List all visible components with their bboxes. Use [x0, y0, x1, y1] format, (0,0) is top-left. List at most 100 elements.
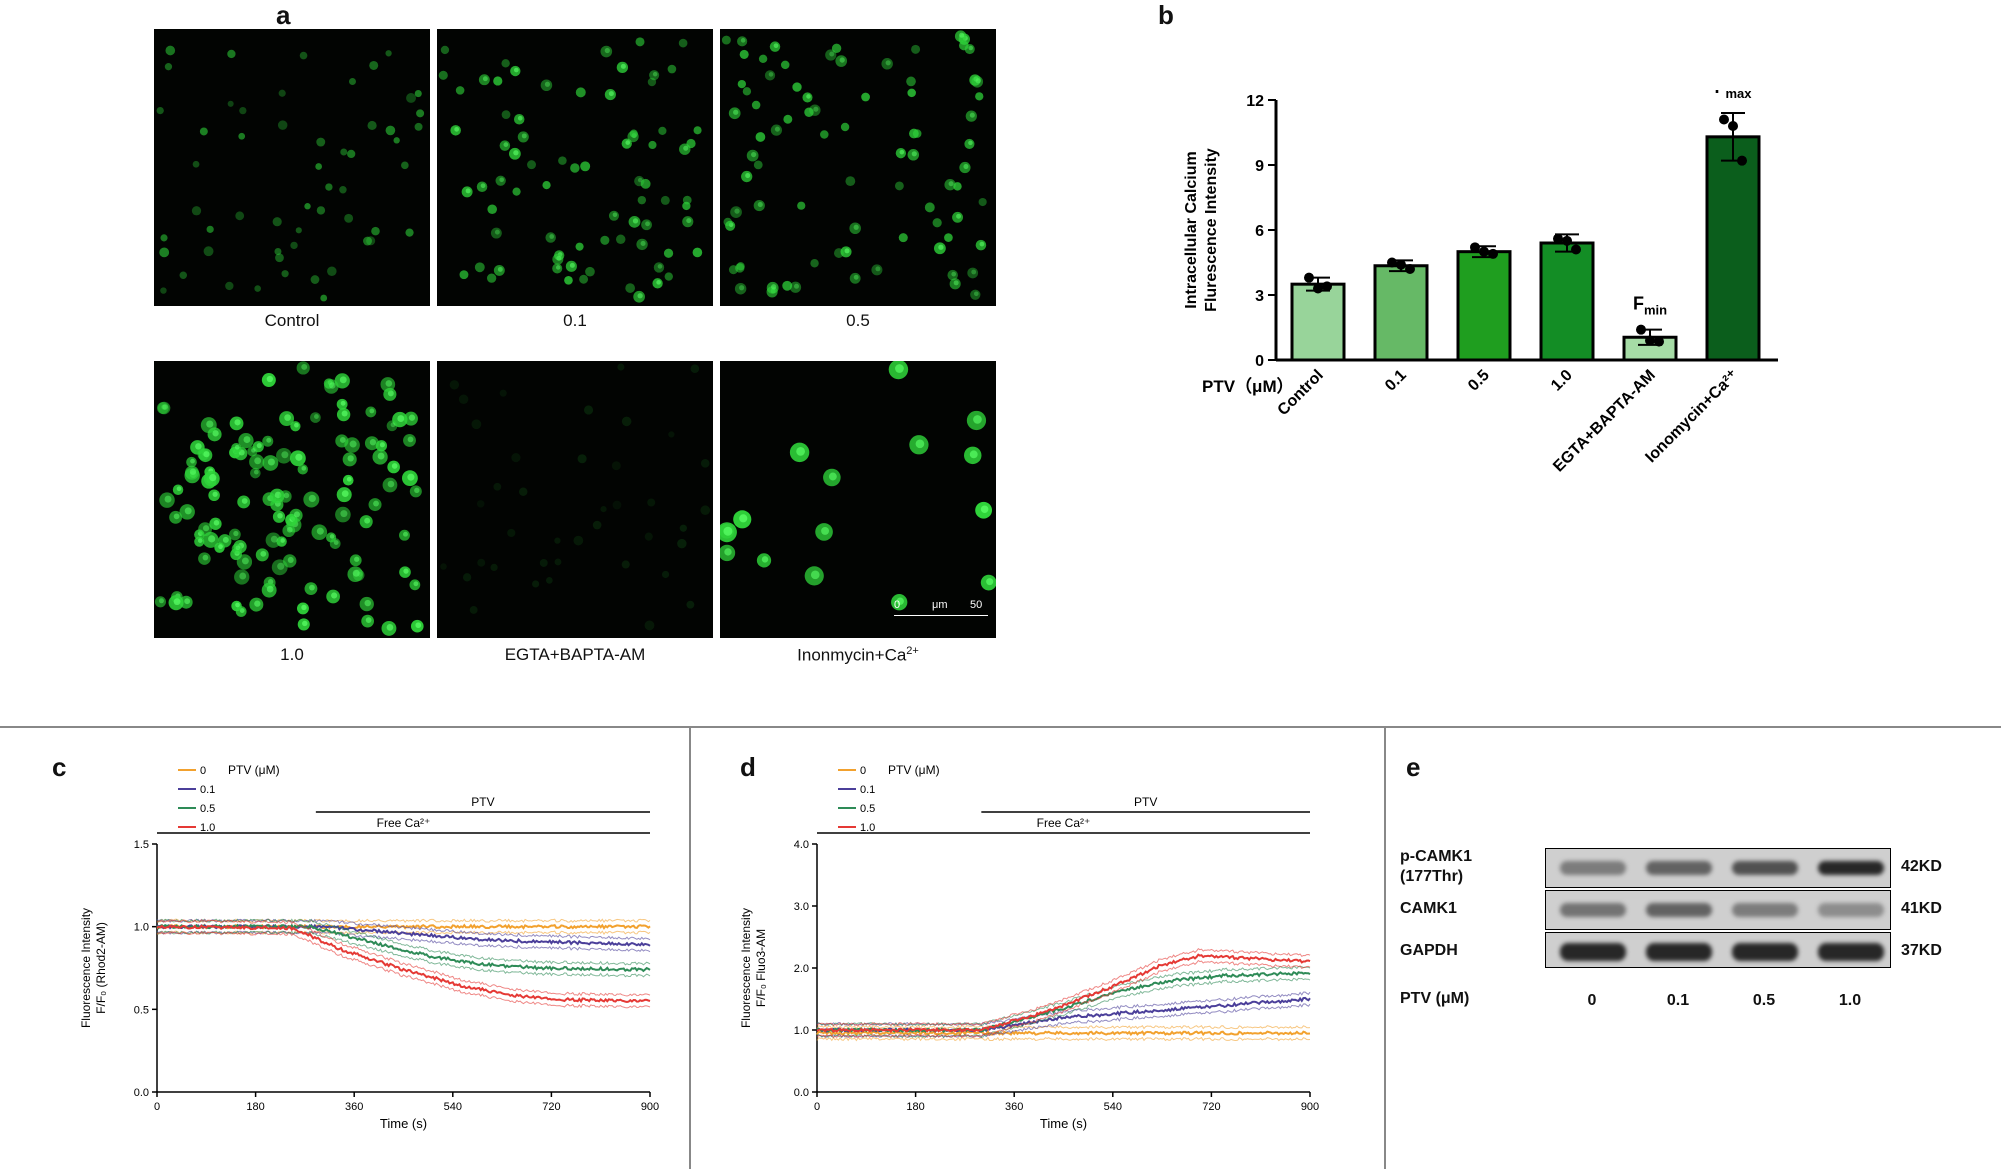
cell: [600, 45, 613, 58]
cell-core: [839, 57, 845, 63]
cell: [495, 175, 506, 186]
cell-core: [241, 498, 248, 504]
cell: [363, 236, 372, 246]
scale-bar-unit: μm: [932, 599, 948, 611]
cell: [898, 233, 908, 243]
cell-core: [733, 109, 739, 115]
blot-band: [1732, 861, 1798, 875]
cell: [737, 36, 748, 47]
cell: [667, 64, 677, 74]
cell: [693, 126, 702, 135]
micrograph-0-5: [720, 29, 996, 306]
cell: [458, 394, 469, 404]
treatment-label: Free Ca²⁺: [377, 816, 431, 830]
western-blot: p-CAMK1 (177Thr) 42KD CAMK1 41KD GAPDH 37KD PTV…: [1400, 840, 1990, 1020]
cell-core: [521, 133, 527, 139]
cell-core: [329, 534, 335, 539]
cell-core: [189, 468, 197, 475]
annotation-main: F: [1714, 90, 1725, 97]
blot-band: [1646, 903, 1712, 917]
cell: [682, 201, 691, 211]
cell: [295, 227, 302, 234]
cell-core: [277, 512, 283, 519]
cell-core: [938, 244, 944, 250]
y-tick-label: 0.0: [794, 1087, 809, 1099]
cell: [385, 125, 396, 136]
cell-core: [774, 126, 780, 132]
cell-core: [482, 76, 488, 82]
cell-core: [723, 526, 733, 536]
cell: [499, 389, 507, 397]
data-point: [1387, 257, 1397, 268]
cell: [881, 58, 893, 70]
cell-core: [875, 266, 881, 272]
y-tick-label: 1.0: [794, 1025, 809, 1037]
cell-core: [728, 222, 734, 228]
cell: [764, 70, 776, 81]
cell-core: [340, 510, 348, 518]
cell-core: [637, 177, 643, 183]
cell: [751, 100, 761, 110]
cell-core: [251, 448, 256, 453]
cell: [944, 179, 956, 191]
blot-lane-label: 0.5: [1752, 992, 1776, 1009]
cell: [545, 576, 553, 584]
cell-core: [284, 414, 291, 421]
cell: [742, 87, 752, 96]
bar: [1705, 135, 1761, 362]
cell: [316, 206, 326, 215]
data-point: [1553, 233, 1563, 244]
cell-core: [953, 280, 959, 286]
cell: [600, 235, 610, 245]
cell-core: [301, 465, 307, 471]
cell: [276, 447, 292, 464]
cell-core: [968, 45, 974, 51]
cell: [579, 274, 589, 284]
cell-core: [645, 221, 650, 227]
treatment-label: PTV: [471, 795, 494, 809]
series-error-upper: [156, 919, 651, 997]
cell-core: [281, 451, 289, 459]
micrograph-control: [154, 29, 430, 306]
cell: [283, 554, 297, 568]
x-tick-label: 900: [641, 1101, 659, 1113]
cell: [203, 246, 214, 257]
data-point: [1479, 246, 1489, 257]
data-point: [1728, 121, 1738, 131]
cell-core: [973, 415, 982, 424]
cell: [281, 270, 289, 278]
cell: [647, 77, 657, 87]
cell-core: [184, 598, 191, 605]
cell-core: [549, 234, 555, 239]
cell-core: [821, 526, 830, 535]
cell: [737, 79, 746, 89]
cell: [234, 569, 250, 585]
cell-core: [301, 363, 308, 370]
cell: [235, 211, 245, 221]
blot-band: [1560, 861, 1626, 875]
treatment-label: Free Ca²⁺: [1037, 816, 1091, 830]
y-tick-label: 1.0: [134, 922, 149, 934]
cell: [906, 76, 916, 87]
cell: [290, 241, 298, 250]
blot-lane-label: 0.1: [1666, 992, 1690, 1009]
panel-label-a: a: [276, 0, 291, 30]
cell-core: [280, 538, 285, 543]
cell: [690, 364, 700, 374]
y-axis-label-line1: Fluorescence Intensity: [739, 908, 753, 1028]
cell-core: [494, 229, 500, 235]
y-axis-label: Intracellular Calcium Flurescence Intensi…: [1183, 148, 1220, 312]
series-error-lower: [156, 930, 651, 978]
cell: [746, 149, 759, 162]
cell-core: [397, 415, 405, 423]
data-point: [1719, 114, 1729, 125]
cell: [511, 453, 521, 463]
cell-core: [329, 382, 336, 389]
cell: [227, 100, 234, 107]
cell-core: [915, 439, 925, 449]
y-tick-label: 3.0: [794, 901, 809, 913]
cell-core: [497, 266, 503, 272]
cell-core: [235, 545, 241, 551]
cell: [686, 600, 695, 609]
cell: [664, 272, 673, 281]
